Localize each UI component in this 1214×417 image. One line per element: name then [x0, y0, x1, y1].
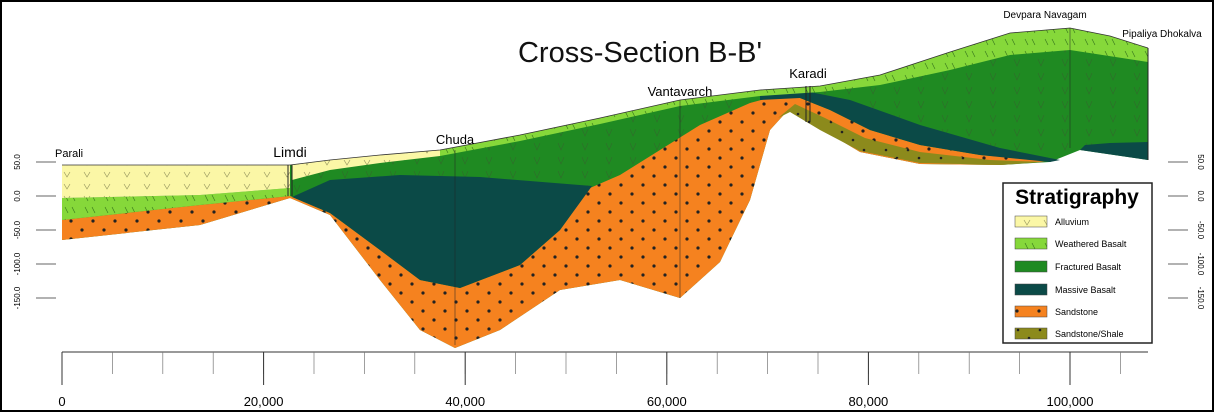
- legend-swatch: [1015, 261, 1047, 272]
- y-tick-label-left: 50.0: [13, 154, 22, 170]
- x-tick-label: 40,000: [445, 394, 485, 409]
- legend-swatch: [1015, 284, 1047, 295]
- cross-section-diagram: Cross-Section B-B' Parali Limdi Chuda Va…: [0, 0, 1214, 412]
- y-tick-label-left: -50.0: [13, 220, 22, 239]
- location-label: Pipaliya Dhokalva: [1122, 29, 1202, 40]
- legend-label: Fractured Basalt: [1055, 262, 1122, 272]
- legend-label: Sandstone: [1055, 307, 1098, 317]
- y-tick-label-right: -50.0: [1196, 221, 1205, 240]
- x-tick-label: 60,000: [647, 394, 687, 409]
- legend-label: Alluvium: [1055, 217, 1089, 227]
- location-label: Karadi: [789, 66, 827, 81]
- legend-swatch: [1015, 328, 1047, 339]
- y-tick-label-left: -100.0: [13, 252, 22, 275]
- legend-label: Weathered Basalt: [1055, 239, 1127, 249]
- location-label: Limdi: [273, 144, 306, 160]
- legend-swatch: [1015, 216, 1047, 227]
- y-tick-label-left: -150.0: [13, 286, 22, 309]
- legend-label: Massive Basalt: [1055, 285, 1116, 295]
- location-label: Vantavarch: [648, 84, 713, 99]
- legend-title: Stratigraphy: [1015, 186, 1139, 209]
- location-label: Chuda: [436, 132, 475, 147]
- y-tick-label-left: 0.0: [13, 190, 22, 202]
- x-tick-label: 80,000: [849, 394, 889, 409]
- legend: Stratigraphy Alluvium Weathered Basalt F…: [1003, 183, 1152, 343]
- y-tick-label-right: 0.0: [1196, 190, 1205, 202]
- location-label: Parali: [55, 148, 83, 160]
- diagram-title: Cross-Section B-B': [518, 37, 762, 69]
- x-tick-label: 100,000: [1047, 394, 1094, 409]
- x-tick-label: 20,000: [244, 394, 284, 409]
- y-tick-label-right: 50.0: [1196, 154, 1205, 170]
- y-tick-label-right: -150.0: [1196, 287, 1205, 310]
- x-tick-label: 0: [58, 394, 65, 409]
- location-label: Devpara Navagam: [1003, 10, 1086, 21]
- y-tick-label-right: -100.0: [1196, 253, 1205, 276]
- legend-swatch: [1015, 306, 1047, 317]
- legend-label: Sandstone/Shale: [1055, 329, 1124, 339]
- legend-swatch: [1015, 238, 1047, 249]
